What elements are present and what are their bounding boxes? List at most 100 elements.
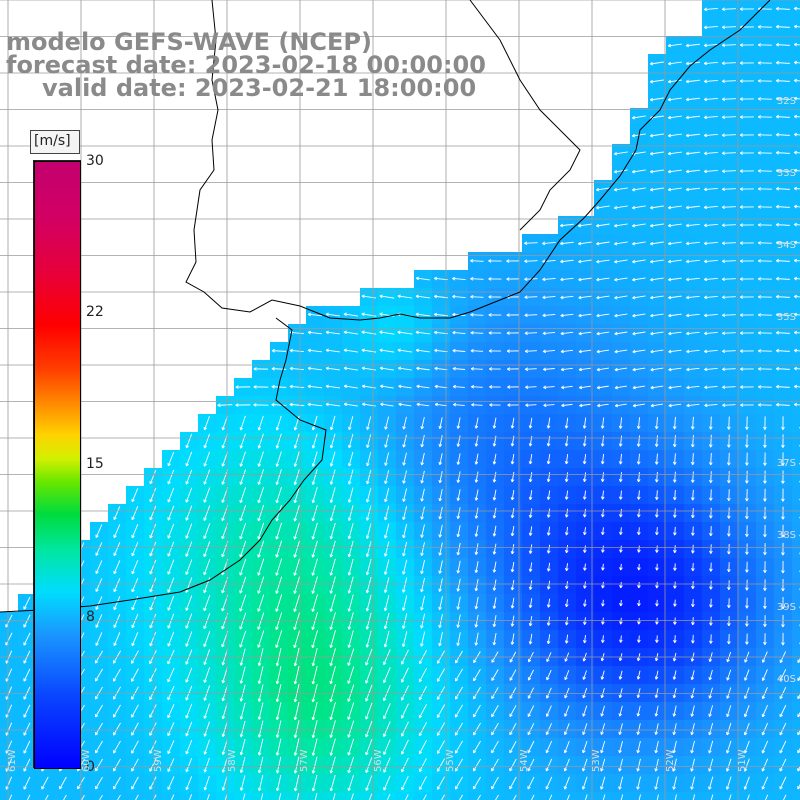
wind-speed-cell <box>558 792 577 800</box>
wind-arrow <box>613 151 628 156</box>
wind-arrow <box>649 133 664 138</box>
wind-arrow <box>739 295 754 299</box>
wind-arrow <box>614 313 628 318</box>
wind-arrow <box>703 277 718 282</box>
wind-arrow <box>739 97 754 101</box>
wind-arrow <box>650 259 664 264</box>
wind-speed-cell <box>0 792 19 800</box>
wind-arrow <box>524 313 538 318</box>
wind-arrow <box>721 43 736 48</box>
colorbar-tick-30: 30 <box>86 153 104 169</box>
wind-arrow <box>685 133 700 138</box>
wind-arrow <box>757 295 772 299</box>
wind-speed-cell <box>720 792 739 800</box>
wind-arrow <box>757 259 772 263</box>
wind-arrow <box>325 330 340 335</box>
wind-arrow <box>793 294 800 299</box>
wind-speed-cell <box>792 702 800 721</box>
wind-arrow <box>703 295 718 300</box>
wind-speed-cell <box>144 792 163 800</box>
wind-arrow <box>667 79 682 84</box>
wind-arrow <box>793 204 800 209</box>
wind-arrow <box>668 277 682 282</box>
wind-arrow <box>757 133 772 137</box>
wind-arrow <box>775 186 790 191</box>
wind-speed-cell <box>792 414 800 433</box>
wind-arrow <box>739 7 754 11</box>
wind-speed-cell <box>630 792 649 800</box>
wind-arrow <box>614 205 628 210</box>
wind-arrow <box>775 78 790 83</box>
wind-arrow <box>650 313 664 318</box>
wind-arrow <box>632 241 646 246</box>
wind-arrow <box>793 330 800 335</box>
wind-arrow <box>649 97 664 102</box>
colorbar-unit: [m/s] <box>34 133 71 149</box>
lon-label-61w: 61W <box>7 749 18 772</box>
wind-arrow <box>793 60 800 65</box>
wind-speed-cell <box>792 792 800 800</box>
wind-arrow <box>739 205 754 209</box>
wind-arrow <box>614 259 628 264</box>
wind-speed-cell <box>684 792 703 800</box>
wind-arrow <box>452 330 466 335</box>
wind-arrow <box>560 295 574 300</box>
wind-arrow <box>757 187 772 191</box>
wind-arrow <box>668 295 682 300</box>
lat-label-40s: 40S <box>776 674 796 685</box>
wind-speed-cell <box>792 594 800 613</box>
lon-label-54w: 54W <box>519 749 530 772</box>
wind-speed-cell <box>252 792 271 800</box>
colorbar-tick-22: 22 <box>86 304 104 320</box>
wind-arrow <box>757 241 772 245</box>
wind-arrow <box>613 187 628 192</box>
wind-arrow <box>721 115 736 120</box>
wind-arrow <box>524 331 538 336</box>
wind-speed-cell <box>216 792 235 800</box>
wind-arrow <box>433 294 448 299</box>
wind-arrow <box>361 330 377 335</box>
wind-arrow <box>470 258 484 263</box>
wind-arrow <box>650 331 664 336</box>
wind-arrow <box>739 223 754 227</box>
wind-arrow <box>488 349 501 353</box>
wind-arrow <box>524 349 537 354</box>
wind-arrow <box>343 312 359 317</box>
wind-arrow <box>721 259 736 264</box>
wind-speed-cell <box>36 792 55 800</box>
wind-arrow <box>775 6 790 11</box>
wind-arrow <box>542 331 556 336</box>
wind-arrow <box>686 277 700 282</box>
wind-arrow <box>721 97 736 102</box>
wind-arrow <box>686 331 700 336</box>
wind-arrow <box>578 259 592 264</box>
wind-arrow <box>560 331 574 336</box>
wind-arrow <box>415 348 430 353</box>
wind-arrow <box>542 277 556 282</box>
wind-speed-cell <box>576 792 595 800</box>
wind-arrow <box>685 169 700 174</box>
wind-speed-cell <box>378 792 397 800</box>
wind-arrow <box>631 115 646 120</box>
wind-arrow <box>757 97 772 101</box>
wind-speed-cell <box>108 792 127 800</box>
wind-arrow <box>685 151 700 156</box>
wind-arrow <box>793 150 800 155</box>
valid-date: valid date: 2023-02-21 18:00:00 <box>42 74 477 102</box>
wind-arrow <box>596 313 610 318</box>
wind-arrow <box>343 348 359 353</box>
wind-arrow <box>703 79 718 84</box>
wind-arrow <box>434 348 448 353</box>
wind-arrow <box>721 151 736 156</box>
wind-arrow <box>271 348 287 353</box>
wind-arrow <box>739 115 754 119</box>
wind-arrow <box>703 223 718 228</box>
wind-arrow <box>775 204 790 209</box>
wind-arrow <box>379 348 395 353</box>
wind-arrow <box>379 294 395 299</box>
wind-arrow <box>703 7 718 12</box>
wind-arrow <box>686 313 700 318</box>
wind-speed-cell <box>126 792 145 800</box>
